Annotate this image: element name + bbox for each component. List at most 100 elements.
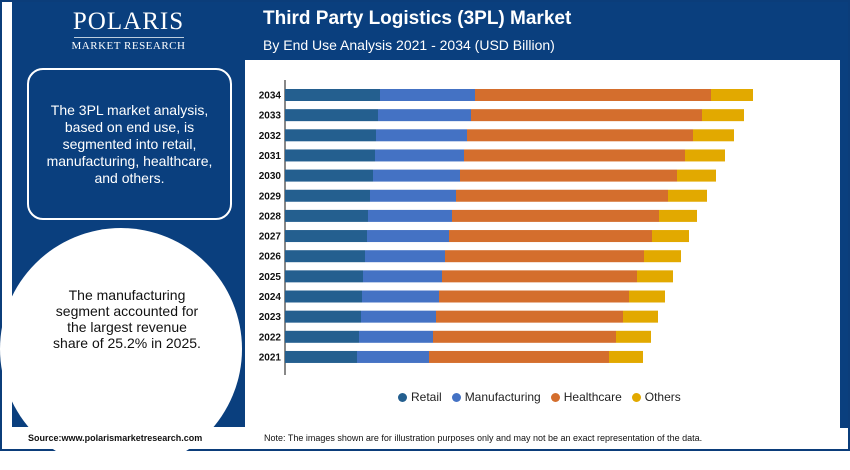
bar-manufacturing-2034 xyxy=(380,89,475,101)
bar-others-2023 xyxy=(623,310,658,323)
tick-label: 2028 xyxy=(259,211,282,222)
bar-manufacturing-2023 xyxy=(361,310,436,323)
bar-others-2025 xyxy=(637,270,673,283)
bar-healthcare-2025 xyxy=(442,270,637,283)
bar-others-2021 xyxy=(609,350,643,363)
stacked-bar-chart: 2034 2033 2032 2031 2030 2029 2028 2027 2026 2025… xyxy=(259,80,753,375)
bar-manufacturing-2033 xyxy=(378,109,471,122)
footer: Source:www.polarismarketresearch.com Not… xyxy=(2,428,848,449)
bar-retail-2023 xyxy=(285,310,361,323)
bar-healthcare-2024 xyxy=(439,290,629,303)
legend-swatch xyxy=(631,392,641,402)
legend-item-retail: Retail xyxy=(398,390,442,404)
source-text: Source:www.polarismarketresearch.com xyxy=(28,433,203,443)
bar-others-2027 xyxy=(652,230,689,243)
frame xyxy=(0,0,850,451)
bar-healthcare-2031 xyxy=(464,149,685,162)
legend-label: Manufacturing xyxy=(464,390,541,404)
bar-manufacturing-2031 xyxy=(375,149,464,162)
bar-others-2034 xyxy=(711,89,753,101)
tick-label: 2024 xyxy=(259,292,282,303)
tick-label: 2031 xyxy=(259,151,282,162)
legend-item-manufacturing: Manufacturing xyxy=(451,390,541,404)
bar-others-2022 xyxy=(616,330,651,343)
right-accent-bar xyxy=(840,60,848,428)
bar-healthcare-2023 xyxy=(436,310,623,323)
chart-subtitle: By End Use Analysis 2021 - 2034 (USD Bil… xyxy=(263,37,555,53)
logo-sub: MARKET RESEARCH xyxy=(71,40,186,52)
bar-retail-2027 xyxy=(285,230,367,243)
highlight-text: The manufacturing segment accounted for … xyxy=(53,287,201,351)
bar-retail-2028 xyxy=(285,209,368,222)
bar-manufacturing-2029 xyxy=(370,189,456,202)
bar-retail-2033 xyxy=(285,109,378,122)
legend-item-others: Others xyxy=(631,390,681,404)
tick-label: 2023 xyxy=(259,312,282,323)
bar-retail-2029 xyxy=(285,189,370,202)
bar-manufacturing-2022 xyxy=(359,330,433,343)
bar-retail-2034 xyxy=(285,89,380,101)
bar-others-2033 xyxy=(702,109,744,122)
logo-rule xyxy=(73,37,184,38)
left-panel: POLARIS MARKET RESEARCH The 3PL market a… xyxy=(0,2,245,470)
legend-label: Retail xyxy=(411,390,442,404)
summary-box: The 3PL market analysis, based on end us… xyxy=(27,68,232,220)
chart-header: Third Party Logistics (3PL) Market By En… xyxy=(245,2,848,60)
bar-others-2024 xyxy=(629,290,665,303)
polaris-logo: POLARIS MARKET RESEARCH xyxy=(12,8,245,52)
bar-retail-2026 xyxy=(285,250,365,263)
bar-healthcare-2022 xyxy=(433,330,616,343)
tick-label: 2030 xyxy=(259,171,282,182)
bar-healthcare-2034 xyxy=(475,89,711,101)
bar-others-2030 xyxy=(677,169,716,182)
bar-manufacturing-2026 xyxy=(365,250,445,263)
bar-others-2031 xyxy=(685,149,725,162)
tick-label: 2027 xyxy=(259,232,282,243)
bar-retail-2032 xyxy=(285,129,376,142)
bar-others-2032 xyxy=(693,129,734,142)
legend-swatch xyxy=(451,392,461,402)
tick-label: 2029 xyxy=(259,191,282,202)
bar-manufacturing-2030 xyxy=(373,169,460,182)
bar-manufacturing-2028 xyxy=(368,209,452,222)
bar-healthcare-2030 xyxy=(460,169,677,182)
bar-healthcare-2021 xyxy=(429,350,609,363)
tick-label: 2034 xyxy=(259,91,282,102)
legend-label: Others xyxy=(644,390,681,404)
legend-swatch xyxy=(550,392,560,402)
legend-item-healthcare: Healthcare xyxy=(550,390,622,404)
bar-healthcare-2032 xyxy=(467,129,693,142)
bar-healthcare-2028 xyxy=(452,209,659,222)
bar-others-2029 xyxy=(668,189,707,202)
tick-label: 2021 xyxy=(259,352,282,363)
legend-swatch xyxy=(398,392,407,402)
bar-manufacturing-2024 xyxy=(362,290,439,303)
highlight-circle: The manufacturing segment accounted for … xyxy=(0,228,242,470)
bar-healthcare-2027 xyxy=(449,230,652,243)
bar-retail-2025 xyxy=(285,270,363,283)
bar-manufacturing-2025 xyxy=(363,270,442,283)
tick-label: 2026 xyxy=(259,252,282,263)
summary-text: The 3PL market analysis, based on end us… xyxy=(46,101,213,186)
bar-manufacturing-2027 xyxy=(367,230,449,243)
bar-retail-2024 xyxy=(285,290,362,303)
tick-label: 2022 xyxy=(259,332,282,343)
bar-manufacturing-2032 xyxy=(376,129,467,142)
bar-retail-2021 xyxy=(285,350,357,363)
bar-healthcare-2033 xyxy=(471,109,702,122)
bar-healthcare-2029 xyxy=(456,189,668,202)
bar-others-2026 xyxy=(644,250,681,263)
bar-others-2028 xyxy=(659,209,697,222)
logo-name: POLARIS xyxy=(72,8,185,35)
legend-label: Healthcare xyxy=(563,390,622,404)
tick-label: 2033 xyxy=(259,111,282,122)
note-text: Note: The images shown are for illustrat… xyxy=(264,433,703,443)
chart-title: Third Party Logistics (3PL) Market xyxy=(263,8,572,29)
tick-label: 2025 xyxy=(259,272,282,283)
bar-healthcare-2026 xyxy=(445,250,644,263)
tick-label: 2032 xyxy=(259,131,282,142)
bar-retail-2022 xyxy=(285,330,359,343)
legend: Retail Manufacturing Healthcare Others xyxy=(398,390,681,404)
bar-retail-2031 xyxy=(285,149,375,162)
bar-manufacturing-2021 xyxy=(357,350,429,363)
